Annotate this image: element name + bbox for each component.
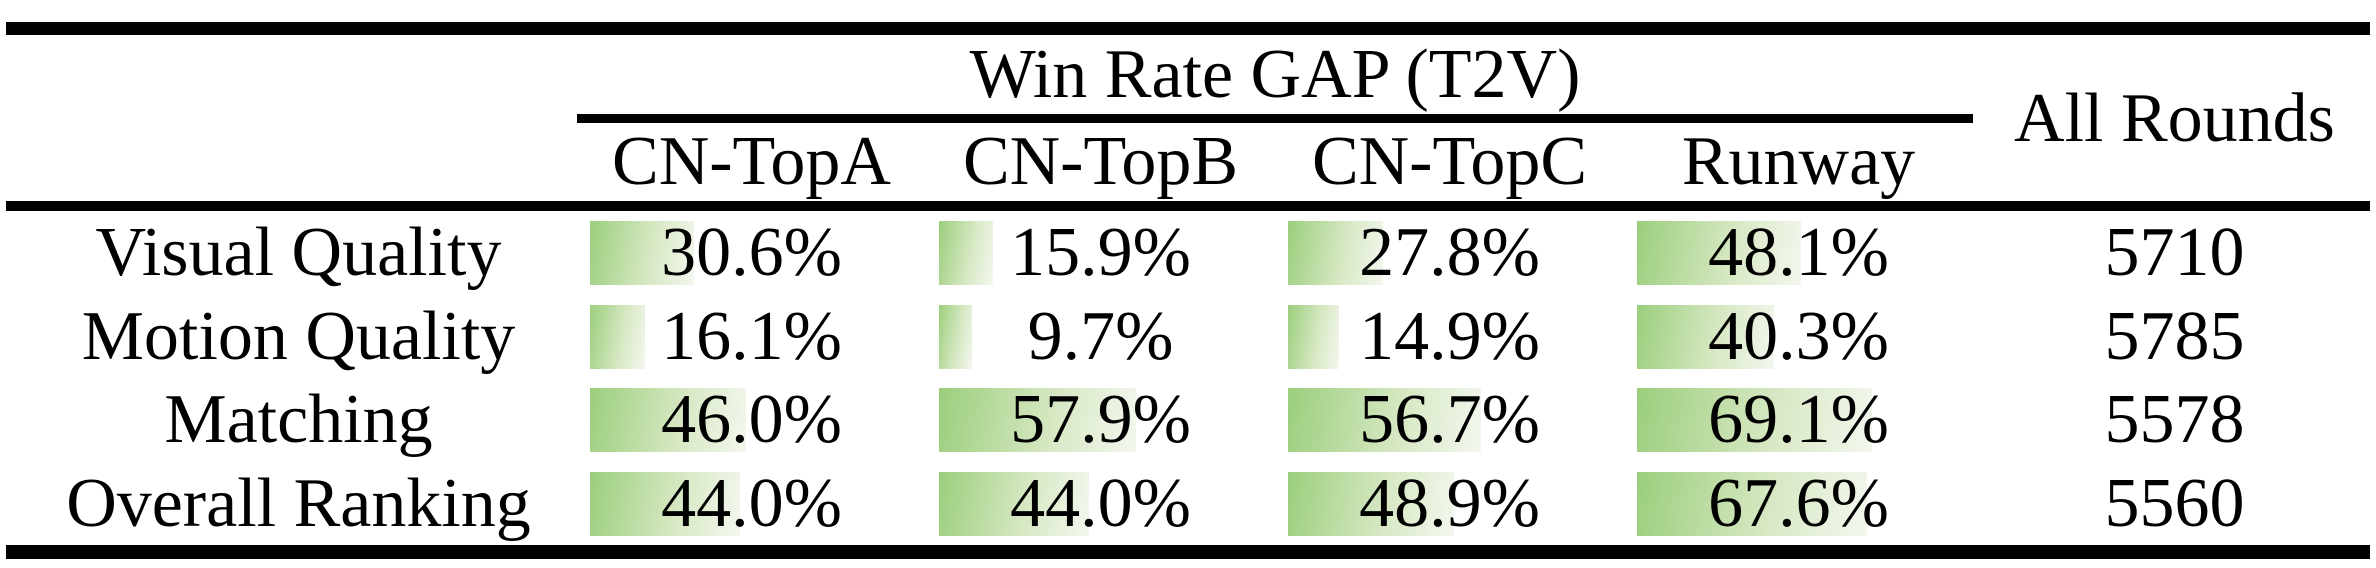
value-cell: 16.1% — [577, 295, 926, 378]
column-header-all-rounds: All Rounds — [2014, 79, 2335, 157]
row-label: Matching — [164, 380, 433, 458]
value-cell: 57.9% — [926, 378, 1275, 461]
value-cell: 40.3% — [1624, 295, 1973, 378]
value-text: 46.0% — [661, 380, 842, 458]
value-cell: 27.8% — [1275, 211, 1624, 294]
table-top-rule — [6, 22, 2370, 35]
row-label: Visual Quality — [95, 213, 502, 291]
value-text: 67.6% — [1708, 464, 1889, 542]
win-rate-bar — [590, 388, 746, 452]
win-rate-bar — [939, 305, 972, 369]
win-rate-bar — [1637, 472, 1867, 536]
all-rounds-value: 5710 — [2104, 213, 2245, 291]
win-rate-bar — [939, 472, 1089, 536]
value-text: 44.0% — [1010, 464, 1191, 542]
header-bottom-rule — [6, 201, 2370, 211]
value-text: 48.1% — [1708, 213, 1889, 291]
value-text: 16.1% — [661, 297, 842, 375]
value-text: 48.9% — [1359, 464, 1540, 542]
table-row: Motion Quality 16.1% 9.7% 14.9% 40.3% 57… — [0, 295, 2376, 378]
win-rate-bar — [590, 472, 740, 536]
win-rate-bar — [590, 221, 694, 285]
title-underline-rule — [577, 114, 1973, 123]
value-cell: 67.6% — [1624, 462, 1973, 545]
all-rounds-value: 5785 — [2104, 297, 2245, 375]
value-text: 40.3% — [1708, 297, 1889, 375]
column-header-runway: Runway — [1681, 123, 1916, 200]
win-rate-bar — [939, 388, 1136, 452]
value-cell: 46.0% — [577, 378, 926, 461]
row-label: Motion Quality — [81, 297, 516, 375]
value-cell: 48.9% — [1275, 462, 1624, 545]
win-rate-bar — [1637, 221, 1801, 285]
value-cell: 44.0% — [577, 462, 926, 545]
win-rate-bar — [1288, 305, 1339, 369]
value-cell: 69.1% — [1624, 378, 1973, 461]
value-text: 14.9% — [1359, 297, 1540, 375]
value-text: 30.6% — [661, 213, 842, 291]
value-text: 15.9% — [1010, 213, 1191, 291]
win-rate-bar — [1288, 388, 1481, 452]
row-label: Overall Ranking — [66, 464, 531, 542]
win-rate-bar — [939, 221, 993, 285]
table-row: Overall Ranking 44.0% 44.0% 48.9% 67.6% … — [0, 462, 2376, 545]
column-header-cn-topa: CN-TopA — [612, 123, 891, 200]
table-title: Win Rate GAP (T2V) — [969, 35, 1581, 113]
value-cell: 15.9% — [926, 211, 1275, 294]
value-cell: 14.9% — [1275, 295, 1624, 378]
win-rate-bar — [590, 305, 645, 369]
all-rounds-value: 5578 — [2104, 380, 2245, 458]
value-cell: 44.0% — [926, 462, 1275, 545]
value-text: 56.7% — [1359, 380, 1540, 458]
table-row: Matching 46.0% 57.9% 56.7% 69.1% 5578 — [0, 378, 2376, 461]
win-rate-bar — [1637, 388, 1872, 452]
column-header-cn-topc: CN-TopC — [1311, 123, 1588, 200]
value-text: 27.8% — [1359, 213, 1540, 291]
win-rate-bar — [1288, 472, 1454, 536]
value-cell: 30.6% — [577, 211, 926, 294]
value-text: 9.7% — [1027, 297, 1174, 375]
value-text: 57.9% — [1010, 380, 1191, 458]
win-rate-bar — [1637, 305, 1774, 369]
all-rounds-value: 5560 — [2104, 464, 2245, 542]
value-text: 69.1% — [1708, 380, 1889, 458]
value-cell: 48.1% — [1624, 211, 1973, 294]
value-cell: 9.7% — [926, 295, 1275, 378]
table-bottom-rule — [6, 545, 2370, 559]
value-cell: 56.7% — [1275, 378, 1624, 461]
column-header-cn-topb: CN-TopB — [962, 123, 1239, 200]
win-rate-bar — [1288, 221, 1383, 285]
value-text: 44.0% — [661, 464, 842, 542]
table-row: Visual Quality 30.6% 15.9% 27.8% 48.1% 5… — [0, 211, 2376, 294]
